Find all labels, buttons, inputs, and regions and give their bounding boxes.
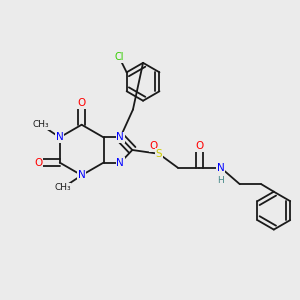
Text: N: N bbox=[116, 158, 124, 168]
Text: CH₃: CH₃ bbox=[32, 120, 49, 129]
Text: O: O bbox=[77, 98, 86, 108]
Text: O: O bbox=[195, 141, 203, 151]
Text: N: N bbox=[56, 132, 64, 142]
Text: N: N bbox=[78, 170, 86, 180]
Text: Cl: Cl bbox=[114, 52, 124, 62]
Text: O: O bbox=[150, 141, 158, 151]
Text: N: N bbox=[116, 132, 124, 142]
Text: O: O bbox=[34, 158, 42, 168]
Text: N: N bbox=[217, 163, 225, 173]
Text: CH₃: CH₃ bbox=[54, 183, 71, 192]
Text: H: H bbox=[218, 176, 224, 185]
Text: S: S bbox=[155, 149, 162, 159]
